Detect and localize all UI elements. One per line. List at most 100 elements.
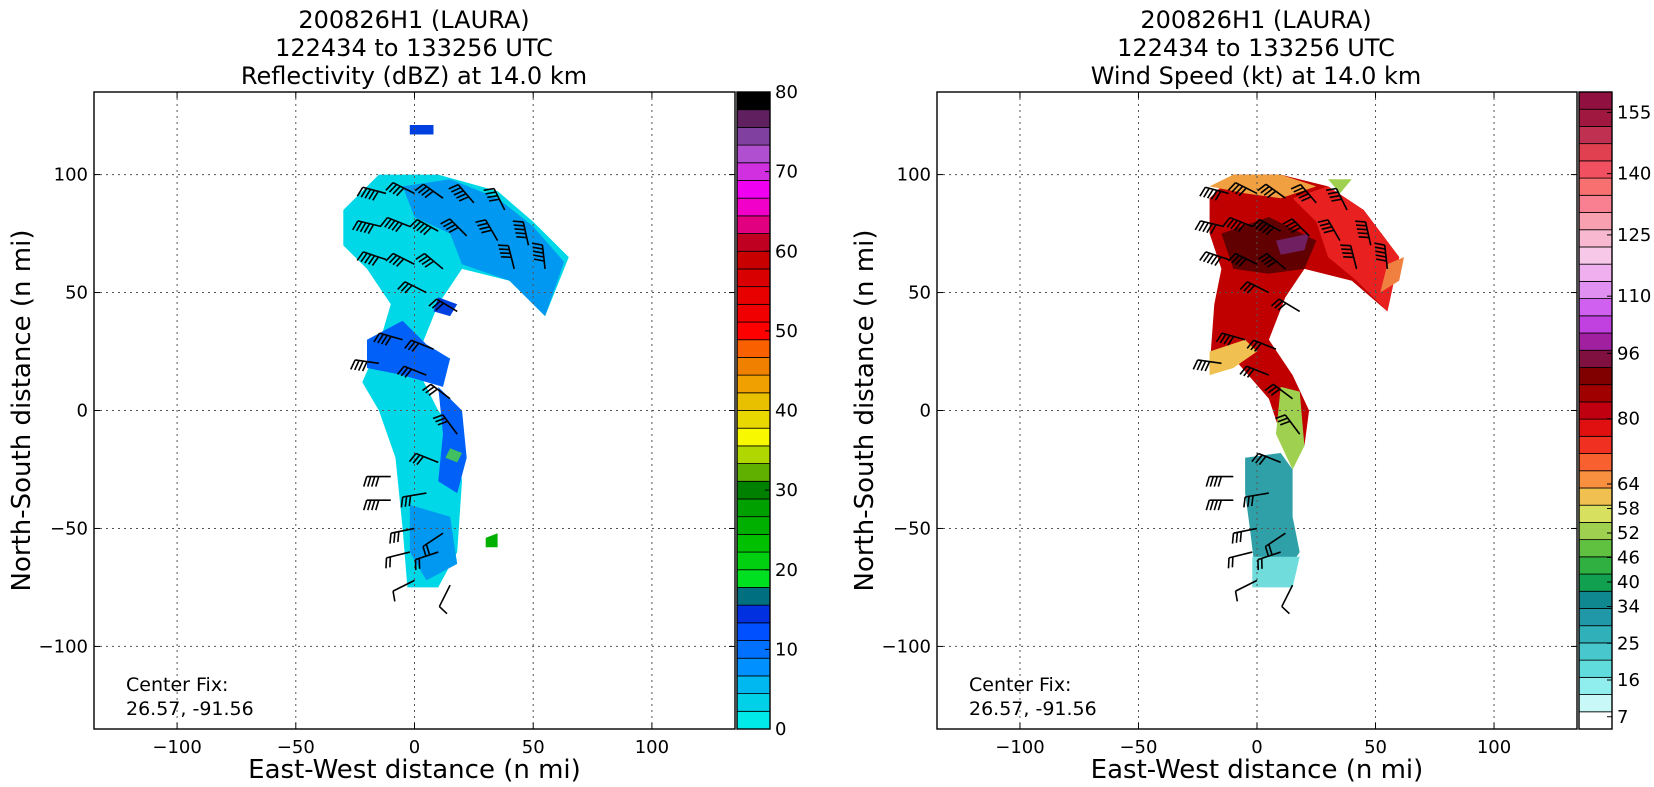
data-region: [409, 125, 434, 135]
wind-barb-feather: [481, 229, 492, 234]
wind-barb-staff: [1265, 532, 1286, 548]
wind-barb-feather: [412, 454, 421, 464]
wind-barb-feather: [1199, 251, 1207, 261]
x-tick-label: −50: [1119, 737, 1157, 758]
wind-barb-feather: [1237, 223, 1246, 233]
wind-barb-feather: [384, 335, 392, 346]
colorbar-swatch: [736, 463, 771, 482]
wind-barb: [397, 281, 427, 294]
wind-barb: [1374, 242, 1389, 270]
colorbar-tick-label: 110: [1617, 286, 1651, 307]
wind-barb-feather: [1281, 605, 1290, 615]
colorbar-swatch: [736, 250, 771, 270]
x-tick-label: 0: [1251, 737, 1262, 758]
wind-barb-feather: [1253, 342, 1262, 352]
colorbar-swatch: [1578, 108, 1613, 127]
wind-barb-feather: [362, 499, 368, 511]
wind-barb-feather: [1355, 220, 1366, 223]
wind-barb-feather: [373, 332, 381, 343]
colorbar-swatch: [1578, 522, 1613, 541]
wind-barb-feather: [1233, 221, 1242, 231]
wind-barb-feather: [356, 251, 364, 261]
wind-barb: [440, 218, 468, 237]
wind-barb: [380, 216, 411, 233]
wind-barb-feather: [350, 359, 356, 370]
wind-barb-feather: [1279, 420, 1291, 426]
colorbar-swatch: [736, 215, 771, 234]
wind-barb-feather: [533, 254, 544, 258]
chart-panel-wind-speed: 200826H1 (LAURA)122434 to 133256 UTCWind…: [850, 6, 1651, 785]
wind-barb-feather: [1206, 223, 1213, 234]
colorbar-swatch: [1578, 435, 1613, 454]
wind-barb-feather: [1355, 224, 1367, 227]
wind-barb: [404, 339, 434, 352]
wind-barb: [1246, 339, 1277, 352]
wind-barb-feather: [1298, 193, 1309, 199]
wind-barb-feather: [1203, 187, 1210, 198]
wind-barb-feather: [1288, 223, 1299, 231]
wind-barb-feather: [1209, 499, 1215, 511]
wind-barb-feather: [351, 220, 359, 231]
wind-barb-feather: [366, 476, 372, 487]
wind-barb-feather: [1230, 220, 1239, 230]
wind-barb-feather: [1255, 454, 1263, 464]
wind-barb-feather: [1247, 496, 1250, 507]
wind-barb-feather: [416, 222, 425, 232]
wind-barb: [1243, 492, 1269, 508]
colorbar-swatch: [736, 197, 771, 217]
wind-barb-feather: [483, 187, 495, 192]
wind-barb: [1264, 383, 1294, 400]
wind-barb-feather: [432, 414, 444, 420]
axis-ticks: −100 −50 0 50 100 −100 −50 0 50 100: [39, 92, 735, 758]
data-field: [1209, 174, 1404, 588]
wind-barb-feather: [395, 223, 403, 233]
y-tick-label: −50: [50, 518, 88, 539]
wind-barb-feather: [1357, 232, 1369, 235]
chart-title-line: 122434 to 133256 UTC: [275, 34, 553, 62]
wind-barb: [1199, 186, 1229, 201]
chart-title-line: 200826H1 (LAURA): [298, 6, 529, 34]
data-region: [1285, 292, 1305, 321]
wind-barb-feather: [1257, 252, 1268, 261]
colorbar-tick-label: 30: [775, 480, 798, 501]
wind-barb-feather: [1246, 284, 1256, 294]
wind-barb-feather: [370, 499, 376, 511]
wind-barb-feather: [404, 496, 408, 507]
wind-barb-feather: [1238, 258, 1247, 268]
wind-barb-feather: [1227, 335, 1235, 346]
wind-barb-feather: [393, 532, 396, 543]
wind-barb-feather: [1356, 228, 1368, 231]
wind-barb-staff: [390, 527, 415, 534]
colorbar-swatch: [1578, 625, 1613, 644]
wind-barb-feather: [388, 183, 398, 193]
colorbar-tick-label: 125: [1617, 225, 1651, 246]
wind-barb-feather: [435, 302, 445, 311]
colorbar-swatch: [736, 710, 771, 730]
wind-barb-feather: [422, 383, 432, 392]
wind-barb-feather: [1238, 187, 1247, 197]
colorbar-swatch: [736, 675, 771, 695]
wind-barb-feather: [414, 183, 424, 192]
colorbar-swatch: [1578, 246, 1613, 265]
wind-barb-staff: [438, 584, 451, 607]
wind-barb-feather: [367, 224, 375, 235]
wind-barb-feather: [1331, 198, 1342, 202]
x-axis-label: East-West distance (n mi): [1091, 755, 1424, 785]
colorbar-swatch: [736, 498, 771, 518]
wind-barb-feather: [1202, 222, 1209, 233]
wind-barb-feather: [1327, 191, 1339, 195]
wind-barb-feather: [487, 194, 498, 199]
y-axis-label: North-South distance (n mi): [7, 230, 37, 592]
wind-barb-feather: [1234, 256, 1244, 266]
chart-title-line: 200826H1 (LAURA): [1140, 6, 1371, 34]
colorbar-swatch: [1578, 177, 1613, 196]
wind-barb-feather: [448, 226, 459, 234]
colorbar-swatch: [1578, 573, 1613, 592]
data-region: [485, 533, 498, 548]
colorbar-swatch: [736, 551, 771, 571]
wind-barb-feather: [1213, 499, 1219, 511]
wind-barb-feather: [1246, 368, 1255, 378]
wind-barb-feather: [1200, 360, 1207, 371]
wind-barb-feather: [1196, 360, 1203, 371]
